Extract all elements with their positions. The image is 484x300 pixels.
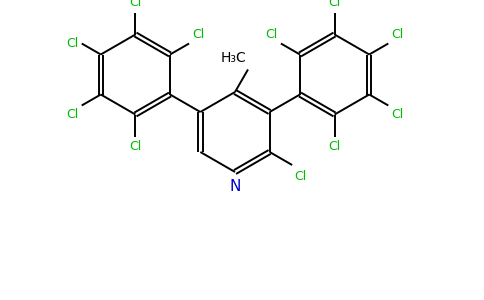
Text: Cl: Cl	[294, 170, 306, 183]
Text: Cl: Cl	[329, 0, 341, 10]
Text: Cl: Cl	[129, 0, 141, 10]
Text: H₃C: H₃C	[220, 52, 246, 65]
Text: Cl: Cl	[192, 28, 204, 41]
Text: Cl: Cl	[391, 107, 404, 121]
Text: Cl: Cl	[66, 107, 79, 121]
Text: N: N	[229, 179, 241, 194]
Text: Cl: Cl	[329, 140, 341, 152]
Text: Cl: Cl	[391, 28, 404, 41]
Text: Cl: Cl	[129, 140, 141, 152]
Text: Cl: Cl	[266, 28, 278, 41]
Text: Cl: Cl	[66, 37, 79, 50]
